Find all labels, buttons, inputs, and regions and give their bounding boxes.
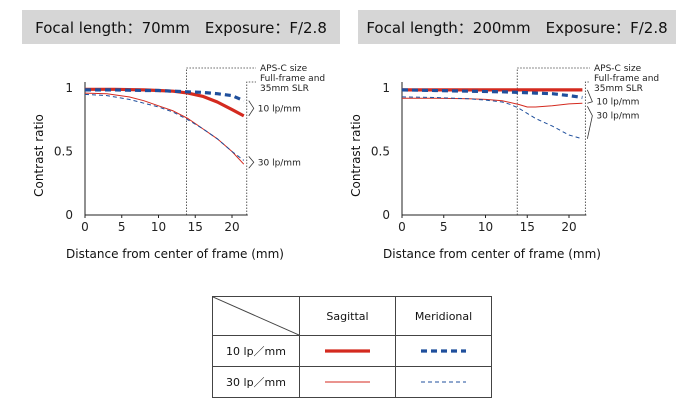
legend-header-meridional: Meridional [395,296,492,336]
y-tick-label: 0.5 [371,145,390,159]
bracket-30lp [248,156,255,169]
y-tick-label: 0 [65,208,73,222]
x-tick-label: 10 [478,220,493,234]
x-tick-label: 0 [398,220,406,234]
legend-corner-diagonal [213,297,299,335]
fullframe-boundary [584,81,590,215]
series-mer10 [401,88,583,100]
x-tick-label: 5 [440,220,448,234]
y-tick-label: 1 [382,81,390,95]
x-tick-label: 10 [151,220,166,234]
series-mer10 [85,88,245,103]
legend-header-sagittal: Sagittal [299,296,396,336]
fullframe-boundary [246,81,256,215]
bracket-10lp [586,89,593,104]
legend-swatch-mer10 [395,335,492,367]
x-tick-label: 15 [520,220,535,234]
fullframe-label-line2: 35mm SLR [594,84,643,94]
fullframe-label-line1: Full-frame and [260,74,325,84]
bracket-10lp [248,100,255,117]
x-axis-label: Distance from center of frame (mm) [66,247,284,261]
x-tick-label: 20 [224,220,239,234]
apsc-boundary [186,67,256,215]
chart-left: 0 5 10 15 20 0 0.5 1 Distance from center of fra… [32,64,325,261]
label-30lp: 30 lp/mm [596,112,639,122]
label-10lp: 10 lp/mm [258,104,301,114]
x-tick-label: 15 [188,220,203,234]
chart-right-title: Focal length：200mm Exposure：F/2.8 [358,10,676,44]
apsc-boundary [516,67,590,215]
legend-row-10-label: 10 lp／mm [212,335,300,367]
legend-swatch-sag30 [299,366,396,398]
fullframe-label-line1: Full-frame and [594,74,659,84]
legend-swatch-sag10 [299,335,396,367]
bracket-30lp [586,106,593,139]
apsc-label: APS-C size [594,64,642,74]
y-axis-label: Contrast ratio [32,114,46,197]
legend-table: Sagittal Meridional 10 lp／mm 30 lp／mm [212,296,492,398]
x-tick-label: 0 [81,220,89,234]
chart-right: 0 5 10 15 20 0 0.5 1 Distance from center of fra… [349,64,659,261]
y-tick-label: 1 [65,81,73,95]
series-mer30 [84,93,245,161]
y-tick-label: 0 [382,208,390,222]
legend-row-30-label: 30 lp／mm [212,366,300,398]
x-tick-label: 20 [561,220,576,234]
label-30lp: 30 lp/mm [258,158,301,168]
legend-corner-cell [212,296,300,336]
legend-swatch-mer30 [395,366,492,398]
fullframe-label-line2: 35mm SLR [260,84,309,94]
series-mer30 [401,96,583,140]
y-axis-label: Contrast ratio [349,114,363,197]
series-sag30 [402,97,583,108]
chart-left-title: Focal length：70mm Exposure：F/2.8 [22,10,340,44]
y-tick-label: 0.5 [54,145,73,159]
apsc-label: APS-C size [260,64,308,74]
label-10lp: 10 lp/mm [596,98,639,108]
x-tick-label: 5 [118,220,126,234]
x-axis-label: Distance from center of frame (mm) [383,247,601,261]
